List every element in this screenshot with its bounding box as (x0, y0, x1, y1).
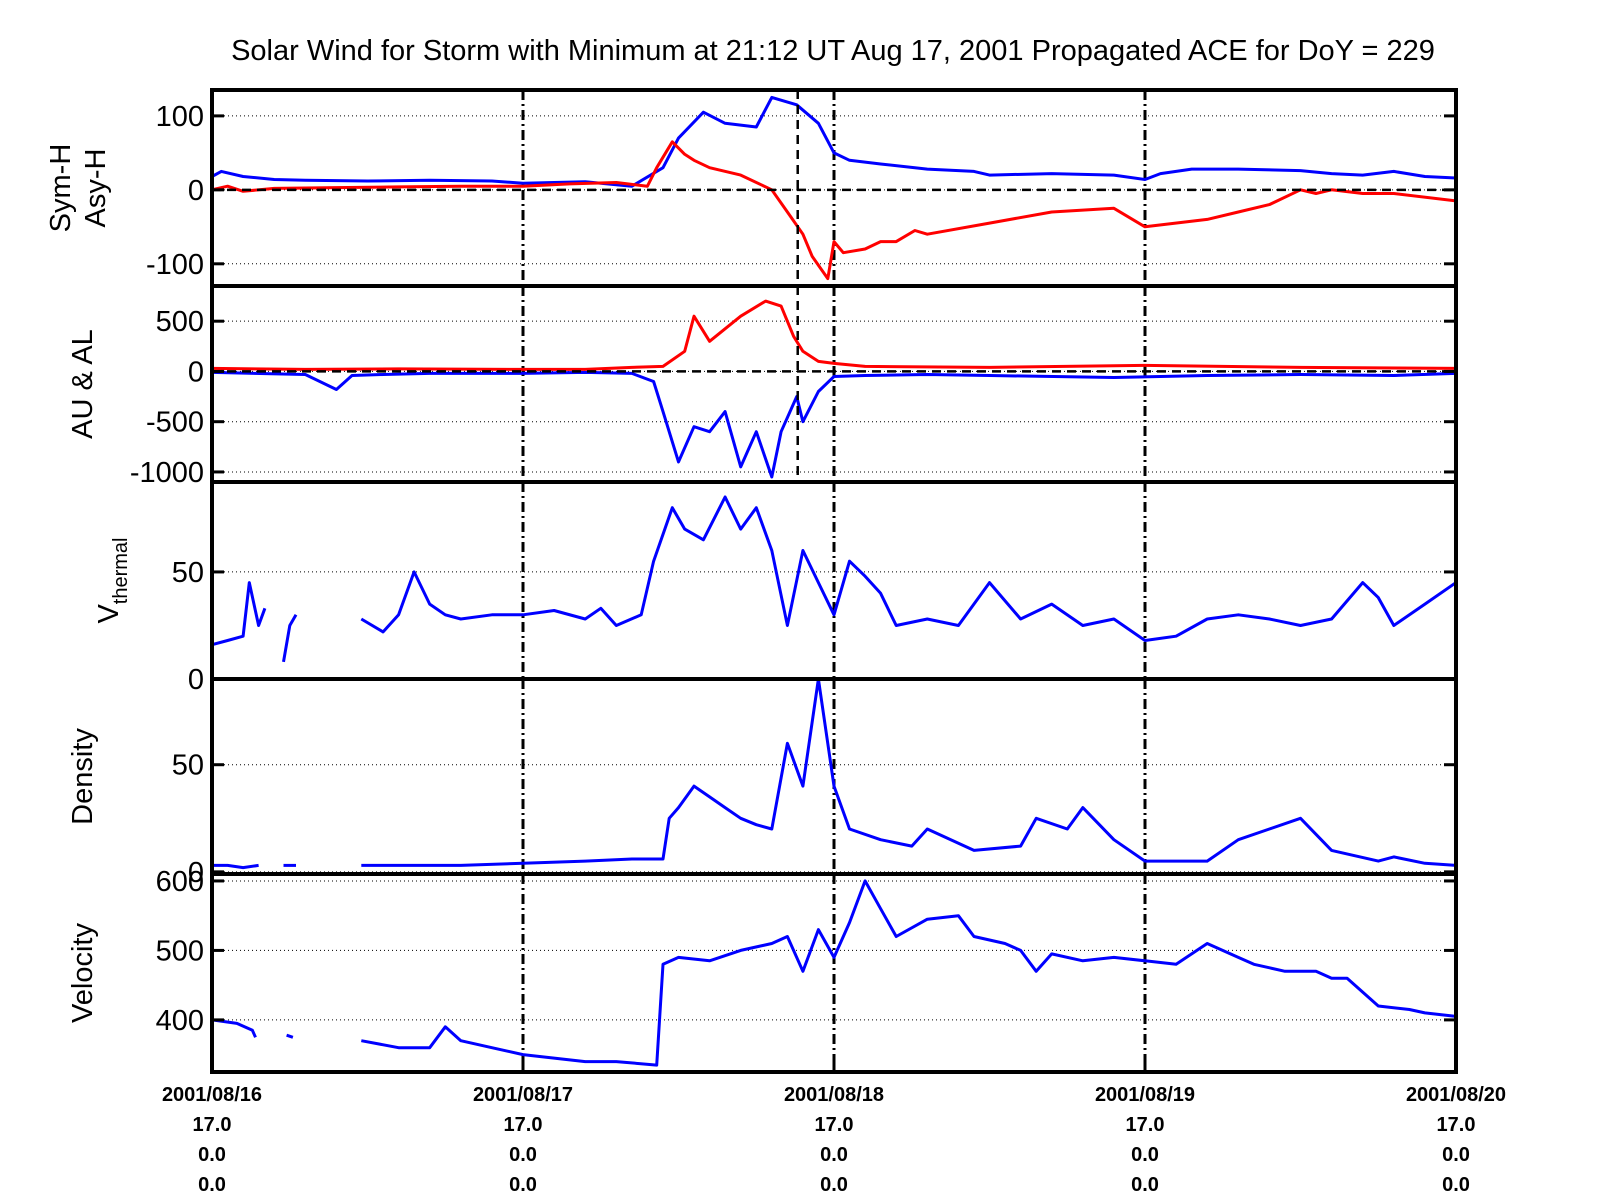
y-tick-label: -500 (146, 407, 204, 439)
series-line-aual-0 (212, 370, 1456, 479)
chart-title: Solar Wind for Storm with Minimum at 21:… (231, 35, 1435, 67)
x-tick-label: 17.0 (504, 1114, 543, 1136)
x-axis-labels: 2001/08/16 17.0 0.0 0.0 2001/08/17 17.0 0.0 0.0… (162, 1060, 1506, 1196)
x-tick-label: 2001/08/18 (784, 1084, 884, 1106)
y-tick-label: 400 (156, 1005, 204, 1037)
y-axis-label-subscript: thermal (110, 537, 132, 604)
y-tick-label: 500 (156, 935, 204, 967)
x-tick-label: 2001/08/19 (1095, 1084, 1195, 1106)
y-tick-label: 500 (156, 306, 204, 338)
x-tick-label: 0.0 (198, 1174, 226, 1196)
panel-symh: -100 0 100 Sym-H Asy-H (45, 88, 1458, 288)
x-tick-label: 0.0 (1131, 1144, 1159, 1166)
y-axis-label: Density (67, 728, 99, 825)
y-tick-label: 50 (172, 557, 204, 589)
x-tick-label: 2001/08/16 (162, 1084, 262, 1106)
y-tick-label: 0 (188, 664, 204, 696)
series-line-aual-1 (212, 299, 1456, 371)
series-line-density-0 (212, 863, 259, 870)
x-tick-label: 2001/08/20 (1406, 1084, 1506, 1106)
y-axis-label: Velocity (67, 923, 99, 1023)
x-tick-label: 17.0 (193, 1114, 232, 1136)
series-line-vthermal-1 (282, 614, 298, 663)
y-tick-label: -1000 (130, 457, 204, 489)
series-line-velocity-2 (361, 879, 1456, 1067)
y-axis-label: Vthermal (93, 537, 132, 623)
x-tick-label: 0.0 (198, 1144, 226, 1166)
series-line-symh-0 (212, 95, 1456, 188)
y-tick-label: 600 (156, 866, 204, 898)
x-tick-label: 0.0 (1131, 1174, 1159, 1196)
series-line-density-2 (361, 679, 1456, 867)
y-axis-label: Sym-H (45, 144, 77, 233)
x-tick-label: 0.0 (820, 1174, 848, 1196)
x-tick-label: 0.0 (820, 1144, 848, 1166)
y-tick-label: 50 (172, 750, 204, 782)
y-tick-label: 0 (188, 175, 204, 207)
panel-velocity: 400 500 600 Velocity (67, 866, 1458, 1074)
series-line-vthermal-0 (212, 581, 267, 647)
panel-aual: -1000 -500 0 500 AU & AL (67, 284, 1458, 489)
x-tick-label: 17.0 (1126, 1114, 1165, 1136)
x-tick-label: 0.0 (1442, 1174, 1470, 1196)
series-line-velocity-1 (286, 1033, 294, 1039)
y-axis-label: AU & AL (67, 329, 99, 439)
y-tick-label: 0 (188, 356, 204, 388)
panel-density: 0 50 Density (67, 677, 1458, 889)
x-tick-label: 17.0 (815, 1114, 854, 1136)
y-tick-label: 0 (188, 857, 204, 889)
y-tick-label: -100 (146, 249, 204, 281)
series-line-vthermal-2 (360, 495, 1456, 642)
series-line-symh-1 (212, 140, 1456, 281)
y-axis-label: Asy-H (80, 149, 112, 228)
panel-vthermal: 0 50 Vthermal (93, 480, 1458, 696)
x-tick-label: 0.0 (1442, 1144, 1470, 1166)
x-tick-label: 0.0 (509, 1144, 537, 1166)
x-tick-label: 0.0 (509, 1174, 537, 1196)
series-line-velocity-0 (212, 1018, 257, 1038)
y-tick-label: 100 (156, 101, 204, 133)
x-tick-label: 2001/08/17 (473, 1084, 573, 1106)
x-tick-label: 17.0 (1437, 1114, 1476, 1136)
